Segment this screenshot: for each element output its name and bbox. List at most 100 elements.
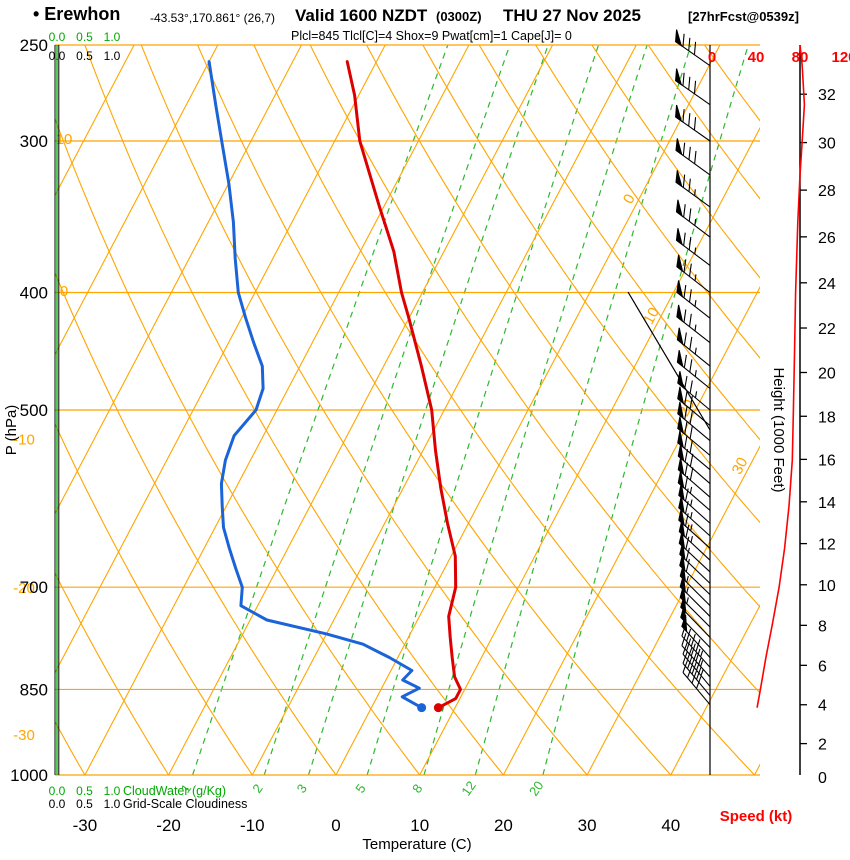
height-tick-label: 10	[818, 578, 836, 595]
height-tick-label: 4	[818, 698, 827, 715]
pressure-tick-label: 250	[20, 36, 48, 55]
wind-barb-pennant	[678, 519, 686, 538]
wind-barb-feather	[693, 80, 697, 94]
cloudwater-scale-top-label: 0.0	[49, 30, 66, 44]
wind-barb-feather	[681, 633, 687, 646]
isotherm-line	[55, 45, 219, 356]
height-tick-label: 14	[818, 495, 836, 512]
isotherm-label: 30	[729, 455, 752, 478]
height-tick-label: 28	[818, 183, 836, 200]
wind-barb-pennant	[678, 508, 685, 527]
wind-barb-feather	[688, 37, 691, 51]
wind-barb-feather	[685, 558, 690, 572]
wind-barb-half-feather	[690, 535, 693, 543]
wind-barb-half-feather	[694, 274, 697, 281]
mixing-ratio-line	[542, 45, 749, 775]
speed-tick-label: 0	[708, 49, 716, 66]
wind-barb-feather	[684, 391, 688, 405]
cloudwater-scale-top-label: 1.0	[104, 30, 121, 44]
wind-barb-pennant	[679, 575, 687, 594]
wind-barb-feather	[683, 284, 687, 298]
valid-date: THU 27 Nov 2025	[503, 6, 641, 25]
mixing-ratio-label: 8	[409, 781, 425, 796]
wind-barb-feather	[695, 639, 701, 652]
height-tick-label: 24	[818, 276, 836, 293]
wind-barb-feather	[682, 33, 685, 47]
temperature-tick-label: 0	[331, 816, 340, 835]
wind-barb-feather	[684, 421, 688, 435]
cloudwater-scale-bottom-label: 1.0	[104, 784, 121, 798]
wind-barb-feather	[682, 641, 688, 655]
height-tick-label: 22	[818, 321, 836, 338]
height-tick-label: 12	[818, 537, 836, 554]
height-tick-label: 6	[818, 658, 827, 675]
cloudwater-scale-top-label: 0.5	[76, 30, 93, 44]
mixing-ratio-line	[307, 45, 549, 775]
wind-barb-half-feather	[694, 247, 697, 255]
height-tick-label: 30	[818, 136, 836, 153]
wind-barb-feather	[683, 354, 687, 368]
wind-barb-feather	[686, 647, 693, 660]
wind-barb-feather	[688, 146, 691, 160]
mixing-ratio-label: 5	[352, 781, 368, 796]
wind-barb-pennant	[678, 483, 685, 502]
mixing-ratio-line	[423, 45, 648, 775]
dry-adiabat-line	[478, 45, 760, 441]
wind-barb-pennant	[675, 29, 683, 47]
wind-barbs	[675, 29, 711, 706]
wind-barb-feather	[682, 142, 686, 156]
temperature-surface-dot	[433, 703, 443, 713]
station-coords: -43.53°,170.861° (26,7)	[150, 11, 276, 25]
wind-barb-feather	[684, 406, 688, 420]
station-name: • Erewhon	[33, 4, 121, 24]
wind-barb-pennant	[679, 553, 686, 572]
cloudiness-axis-title: Grid-Scale Cloudiness	[123, 797, 247, 811]
wind-barb-feather	[688, 236, 692, 250]
wind-barb-feather	[683, 232, 686, 246]
wind-barb-pennant	[679, 564, 687, 583]
speed-tick-label: 80	[792, 49, 809, 66]
dry-adiabat-label: 10	[56, 131, 73, 148]
dry-adiabat-line	[55, 117, 421, 775]
wind-barb-half-feather	[694, 370, 697, 377]
speed-axis-title: Speed (kt)	[720, 808, 793, 825]
wind-barb-pennant	[677, 444, 685, 463]
mixing-ratio-label: 3	[294, 781, 310, 796]
wind-barb-half-feather	[686, 586, 689, 594]
mixing-ratio-label: 12	[458, 778, 479, 798]
wind-barb-pennant	[677, 430, 685, 449]
wind-barb-feather	[688, 178, 691, 192]
wind-barb-feather	[683, 204, 686, 218]
wind-barb-feather	[685, 524, 690, 538]
wind-barb-half-feather	[686, 575, 689, 583]
dry-adiabat-label: -10	[13, 432, 35, 449]
wind-barb-feather	[682, 174, 686, 188]
wind-barb-half-feather	[694, 189, 696, 196]
dry-adiabat-line	[55, 422, 253, 775]
sounding-indices: Plcl=845 Tlcl[C]=4 Shox=9 Pwat[cm]=1 Cap…	[291, 29, 572, 43]
wind-barb-feather	[685, 536, 690, 550]
dry-adiabat-label: -20	[13, 580, 35, 597]
temperature-tick-label: -30	[73, 816, 98, 835]
wind-barb-half-feather	[690, 524, 693, 531]
wind-barb-pennant	[679, 542, 686, 561]
wind-barb-feather	[694, 150, 697, 164]
pressure-tick-label: 1000	[10, 766, 48, 785]
wind-barb-half-feather	[686, 597, 689, 604]
dry-adiabat-label: 0	[60, 283, 68, 300]
cloudiness-scale-bottom-label: 1.0	[104, 797, 121, 811]
wind-barb-staff	[681, 645, 711, 678]
cloudwater-scale-bottom-label: 0.5	[76, 784, 93, 798]
cloudwater-scale-bottom-label: 0.0	[49, 784, 66, 798]
wind-barb-feather	[689, 411, 693, 425]
wind-barb-half-feather	[694, 391, 698, 398]
wind-barb-pennant	[676, 304, 684, 323]
wind-barb-pennant	[679, 585, 687, 604]
wind-barb-feather	[688, 113, 691, 127]
height-tick-label: 20	[818, 365, 836, 382]
pressure-tick-label: 400	[20, 283, 48, 302]
wind-barb-feather	[684, 435, 688, 449]
dry-adiabat-line	[591, 45, 760, 279]
wind-barb-feather	[682, 72, 685, 86]
